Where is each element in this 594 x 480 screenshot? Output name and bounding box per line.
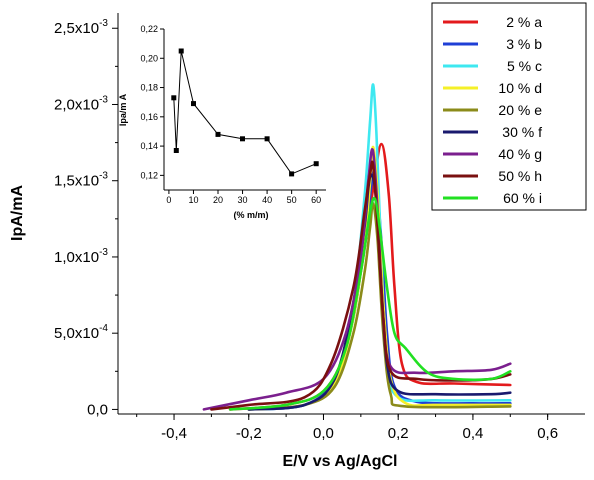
series-line-i xyxy=(228,196,512,411)
y-tick-label: 1,0x10-3 xyxy=(54,247,108,266)
series-line-g xyxy=(202,148,512,411)
inset-data-point xyxy=(215,131,221,137)
y-tick-label: 0,0 xyxy=(87,401,108,418)
inset-y-tick-label: 0,12 xyxy=(140,170,158,180)
y-tick-label-exponent: -3 xyxy=(99,94,108,105)
main-plot: -0,4 -0,2 0,0 0,2 0,4 0,60,05,0x10-41,0x10-31… xyxy=(9,13,585,470)
inset-x-tick-label: 50 xyxy=(287,195,297,205)
y-tick-label: 1,5x10-3 xyxy=(54,171,108,190)
y-tick-label-base: 0,0 xyxy=(87,401,108,418)
legend-label: 40 % g xyxy=(498,146,542,162)
y-tick-label-base: 5,0x10 xyxy=(54,325,99,342)
legend-label: 2 % a xyxy=(506,14,542,30)
inset-y-tick-label: 0,14 xyxy=(140,141,158,151)
legend-label: 3 % b xyxy=(506,36,542,52)
inset-x-tick-label: 20 xyxy=(213,195,223,205)
inset-data-point xyxy=(240,136,245,142)
inset-data-point xyxy=(264,136,270,142)
inset-data-point xyxy=(173,148,179,153)
series-line-d xyxy=(247,145,512,411)
y-tick-label: 2,0x10-3 xyxy=(54,94,108,113)
y-tick-label-base: 2,0x10 xyxy=(54,96,99,113)
y-tick-label-base: 2,5x10 xyxy=(54,20,99,37)
legend: 2 % a 3 % b 5 % c 10 % d 20 % e 30 % f 40 % g 5… xyxy=(431,2,587,211)
y-tick-label-exponent: -3 xyxy=(99,18,108,29)
legend-label: 30 % f xyxy=(502,124,542,140)
y-tick-label-exponent: -3 xyxy=(99,171,108,182)
inset-x-tick-label: 30 xyxy=(238,195,248,205)
inset-y-tick-label: 0,16 xyxy=(140,112,158,122)
x-tick-label: 0,6 xyxy=(537,425,558,442)
legend-label: 20 % e xyxy=(498,102,542,118)
inset-x-tick-label: 40 xyxy=(262,195,272,205)
inset-data-point xyxy=(178,48,184,54)
y-tick-label: 2,5x10-3 xyxy=(54,18,108,37)
x-tick-label: 0,0 xyxy=(313,425,334,442)
inset-x-axis-title: (% m/m) xyxy=(233,210,268,220)
legend-label: 10 % d xyxy=(498,80,542,96)
inset-data-point xyxy=(171,95,177,101)
inset-x-tick-label: 0 xyxy=(166,195,171,205)
y-tick-label-base: 1,0x10 xyxy=(54,249,99,266)
inset-y-tick-label: 0,20 xyxy=(140,53,158,63)
y-axis-title: IpA/mA xyxy=(9,185,26,241)
legend-label: 5 % c xyxy=(507,58,542,74)
x-tick-label: -0,2 xyxy=(236,425,262,442)
inset-plot: 0 10 20 30 40 50 60 0,12 0,14 0,16 0,18 0,20 0,22 (% … xyxy=(118,24,326,220)
inset-data-point xyxy=(289,171,295,177)
inset-series-line xyxy=(173,50,317,175)
inset-data-point xyxy=(191,101,196,107)
y-tick-label: 5,0x10-4 xyxy=(54,323,108,342)
x-axis-title: E/V vs Ag/AgCl xyxy=(283,453,398,470)
series-line-h xyxy=(210,160,512,411)
legend-label: 60 % i xyxy=(503,190,542,206)
inset-x-tick-label: 10 xyxy=(188,195,198,205)
x-tick-label: -0,4 xyxy=(161,425,187,442)
inset-y-tick-label: 0,22 xyxy=(140,24,158,34)
inset-y-tick-label: 0,18 xyxy=(140,83,158,93)
y-tick-label-exponent: -3 xyxy=(99,247,108,258)
y-tick-label-exponent: -4 xyxy=(99,323,108,334)
x-tick-label: 0,2 xyxy=(388,425,409,442)
inset-x-tick-label: 60 xyxy=(311,195,321,205)
inset-data-point xyxy=(313,161,319,167)
x-tick-label: 0,4 xyxy=(462,425,483,442)
legend-label: 50 % h xyxy=(498,168,542,184)
y-tick-label-base: 1,5x10 xyxy=(54,173,99,190)
inset-y-axis-title: Ipa/m A xyxy=(118,93,128,126)
